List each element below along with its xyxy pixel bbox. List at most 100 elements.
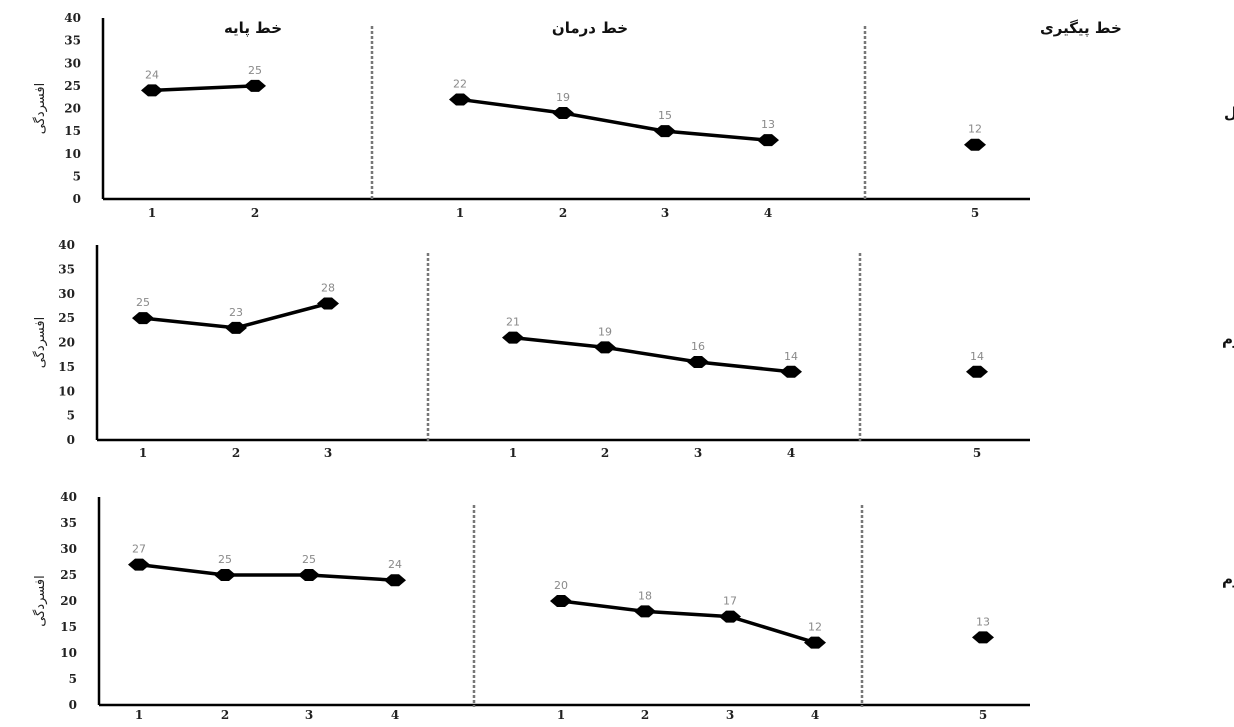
data-label: 22: [453, 77, 467, 90]
data-point-marker: [972, 631, 994, 644]
client-label: مراجع دوم: [1222, 330, 1234, 348]
y-tick-label: 25: [64, 79, 81, 93]
panel-2: 0510152025303540افسردگیمراجع دوم25123228…: [32, 238, 1234, 460]
y-tick-label: 10: [64, 147, 81, 161]
data-point-marker: [654, 125, 676, 138]
data-point-marker: [804, 636, 826, 649]
data-label: 13: [761, 118, 775, 131]
data-point-marker: [317, 297, 339, 310]
y-tick-label: 10: [58, 384, 75, 398]
data-label: 25: [248, 64, 262, 77]
data-point-marker: [298, 569, 320, 581]
phase-heading-3: خط پیگیری: [1040, 19, 1122, 38]
data-label: 23: [229, 306, 243, 319]
x-tick-label: 2: [232, 446, 240, 460]
data-label: 14: [970, 350, 984, 363]
data-point-marker: [384, 574, 406, 587]
data-label: 25: [136, 296, 150, 309]
y-tick-label: 35: [64, 34, 81, 48]
x-tick-label: 3: [324, 446, 332, 460]
data-point-marker: [966, 365, 988, 378]
y-tick-label: 30: [64, 56, 81, 70]
x-tick-label: 2: [251, 206, 259, 220]
client-label: مراجع سوم: [1222, 570, 1234, 588]
y-tick-label: 0: [67, 433, 75, 447]
data-point-marker: [141, 84, 163, 97]
y-tick-label: 40: [58, 238, 75, 252]
y-tick-label: 40: [60, 490, 77, 504]
data-label: 17: [723, 595, 737, 608]
y-tick-label: 15: [64, 124, 81, 138]
client-label: مراجع اول: [1224, 104, 1234, 122]
data-point-marker: [780, 365, 802, 378]
y-tick-label: 25: [60, 568, 77, 582]
data-point-marker: [757, 134, 779, 147]
panel-1: 0510152025303540افسردگیمراجع اول24125222…: [32, 11, 1234, 220]
data-label: 20: [554, 579, 568, 592]
data-point-marker: [550, 595, 572, 607]
x-tick-label: 4: [811, 708, 819, 722]
y-tick-label: 15: [58, 360, 75, 374]
y-tick-label: 0: [69, 698, 77, 712]
x-tick-label: 3: [305, 708, 313, 722]
data-label: 15: [658, 109, 672, 122]
series-line-phase-2: [560, 599, 816, 645]
y-tick-label: 10: [60, 646, 77, 660]
phase-heading-2: خط درمان: [552, 19, 628, 37]
series-line-phase-2: [459, 97, 769, 142]
y-tick-label: 20: [60, 594, 77, 608]
x-tick-label: 2: [601, 446, 609, 460]
x-tick-label: 3: [661, 206, 669, 220]
y-tick-label: 5: [73, 169, 81, 183]
y-tick-label: 35: [60, 516, 77, 530]
series-line-phase-2: [512, 335, 792, 374]
data-label: 25: [218, 553, 232, 566]
y-tick-label: 5: [69, 672, 77, 686]
y-axis-title: افسردگی: [32, 317, 48, 368]
x-tick-label: 4: [787, 446, 795, 460]
data-label: 27: [132, 543, 146, 556]
y-axis-title: افسردگی: [32, 83, 48, 134]
data-label: 18: [638, 589, 652, 602]
data-point-marker: [244, 79, 266, 92]
x-tick-label: 2: [641, 708, 649, 722]
data-label: 14: [784, 350, 798, 363]
y-axis-title: افسردگی: [32, 575, 48, 626]
data-label: 12: [968, 123, 982, 136]
x-tick-label: 2: [221, 708, 229, 722]
data-point-marker: [132, 312, 154, 325]
data-point-marker: [719, 610, 741, 623]
data-label: 25: [302, 553, 316, 566]
data-point-marker: [594, 341, 616, 354]
y-tick-label: 0: [73, 192, 81, 206]
data-label: 24: [145, 68, 159, 81]
data-point-marker: [225, 321, 247, 334]
y-tick-label: 30: [58, 287, 75, 301]
data-label: 16: [691, 340, 705, 353]
data-point-marker: [128, 558, 150, 571]
data-point-marker: [214, 569, 236, 581]
x-tick-label: 1: [139, 446, 147, 460]
x-tick-label: 1: [456, 206, 464, 220]
x-tick-label: 3: [694, 446, 702, 460]
y-tick-label: 5: [67, 409, 75, 423]
series-line-phase-1: [151, 84, 256, 93]
x-tick-label: 1: [509, 446, 517, 460]
x-tick-label: 5: [971, 206, 979, 220]
data-label: 24: [388, 558, 402, 571]
data-label: 13: [976, 615, 990, 628]
data-label: 28: [321, 282, 335, 295]
data-point-marker: [687, 356, 709, 368]
panel-3: 0 5 10 15 20 25 30 35 40 افسردگی مراجع سوم 27 1 25 2 25…: [32, 490, 1234, 722]
y-tick-label: 30: [60, 542, 77, 556]
y-tick-label: 15: [60, 620, 77, 634]
data-label: 21: [506, 316, 520, 329]
x-tick-label: 4: [764, 206, 772, 220]
data-point-marker: [552, 107, 574, 120]
series-line-phase-1: [138, 562, 396, 582]
data-label: 19: [556, 91, 570, 104]
x-tick-label: 1: [557, 708, 565, 722]
y-tick-label: 20: [58, 336, 75, 350]
x-tick-label: 5: [973, 446, 981, 460]
